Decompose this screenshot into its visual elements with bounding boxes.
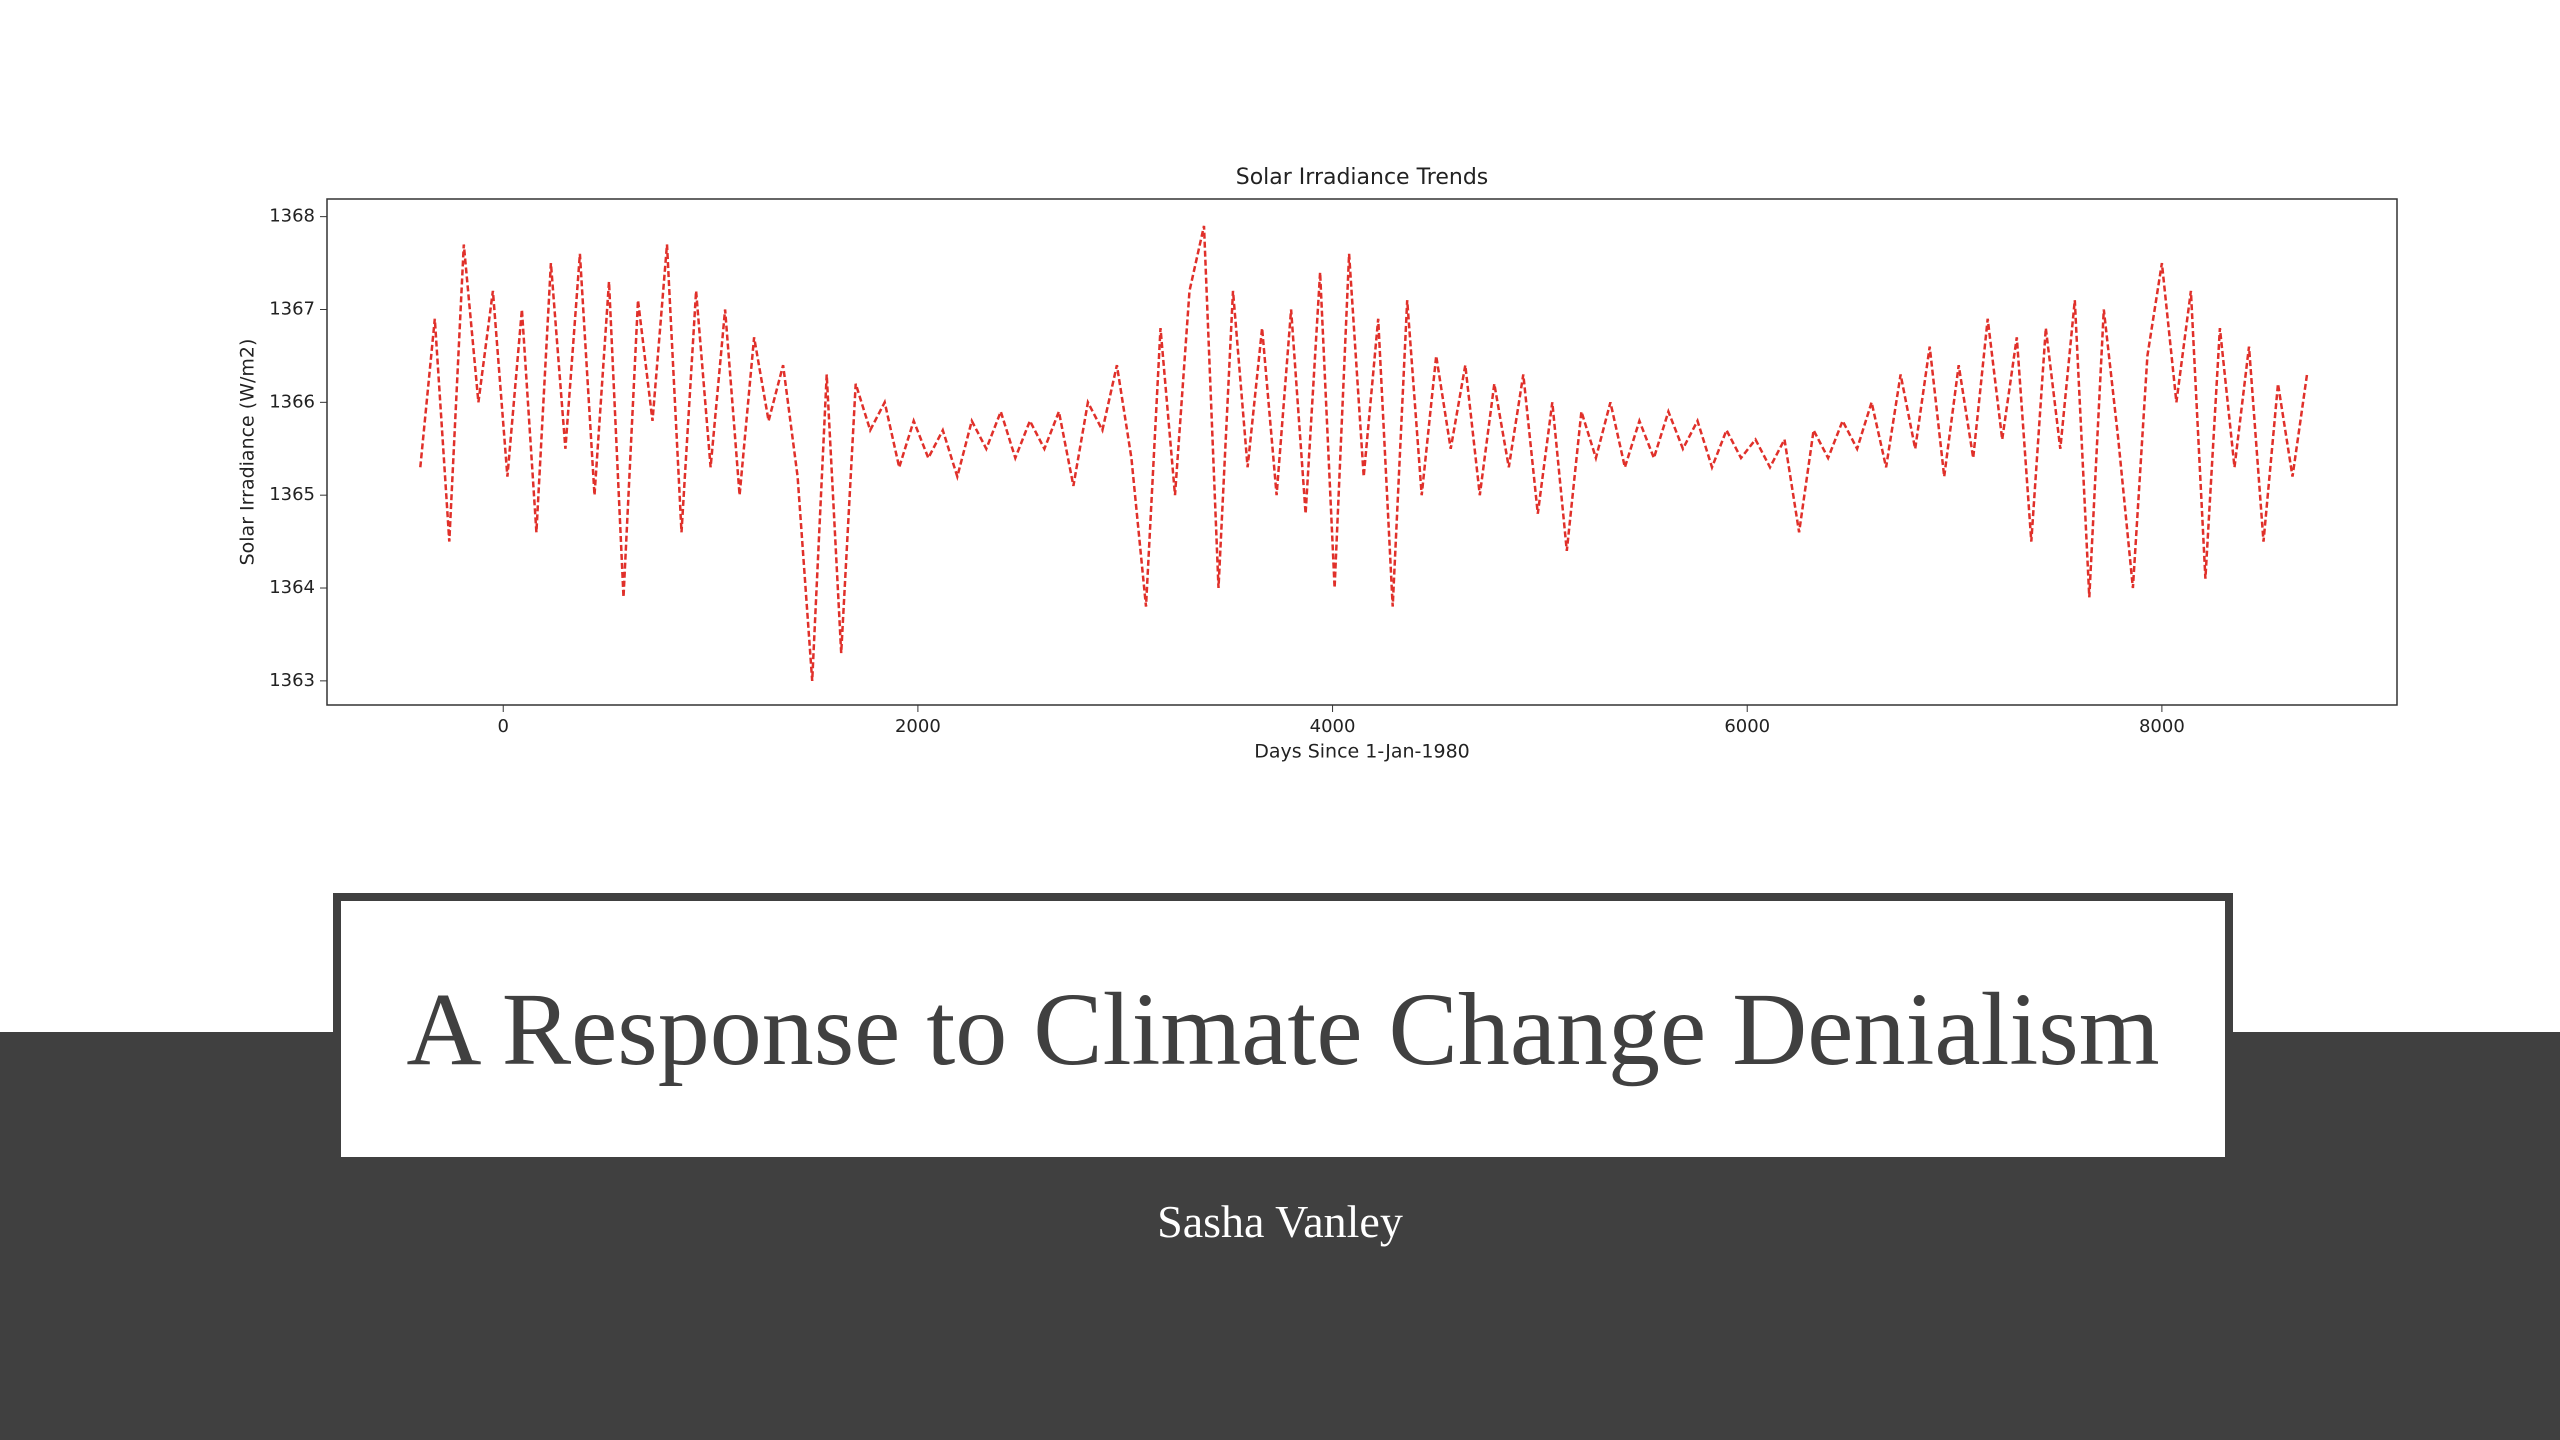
x-tick-label: 2000 bbox=[895, 716, 941, 737]
x-tick-label: 6000 bbox=[1724, 716, 1770, 737]
slide-title: A Response to Climate Change Denialism bbox=[406, 971, 2160, 1087]
title-box: A Response to Climate Change Denialism bbox=[333, 893, 2233, 1157]
chart-title: Solar Irradiance Trends bbox=[1236, 165, 1489, 190]
y-axis-label: Solar Irradiance (W/m2) bbox=[237, 339, 259, 566]
plot-frame bbox=[326, 198, 2398, 706]
x-tick-label: 4000 bbox=[1310, 716, 1356, 737]
y-tick-label: 1368 bbox=[269, 206, 315, 227]
y-tick-label: 1364 bbox=[269, 577, 315, 598]
author: Sasha Vanley bbox=[1157, 1196, 1403, 1247]
y-tick-label: 1366 bbox=[269, 391, 315, 412]
x-axis-label: Days Since 1-Jan-1980 bbox=[1254, 741, 1470, 763]
x-tick-label: 0 bbox=[498, 716, 509, 737]
data-line bbox=[419, 225, 2309, 681]
y-tick-label: 1363 bbox=[269, 670, 315, 691]
x-tick-label: 8000 bbox=[2139, 716, 2185, 737]
chart: Solar Irradiance Trends Days Since 1-Jan… bbox=[237, 165, 2398, 763]
y-tick-label: 1367 bbox=[269, 298, 315, 319]
y-tick-label: 1365 bbox=[269, 484, 315, 505]
